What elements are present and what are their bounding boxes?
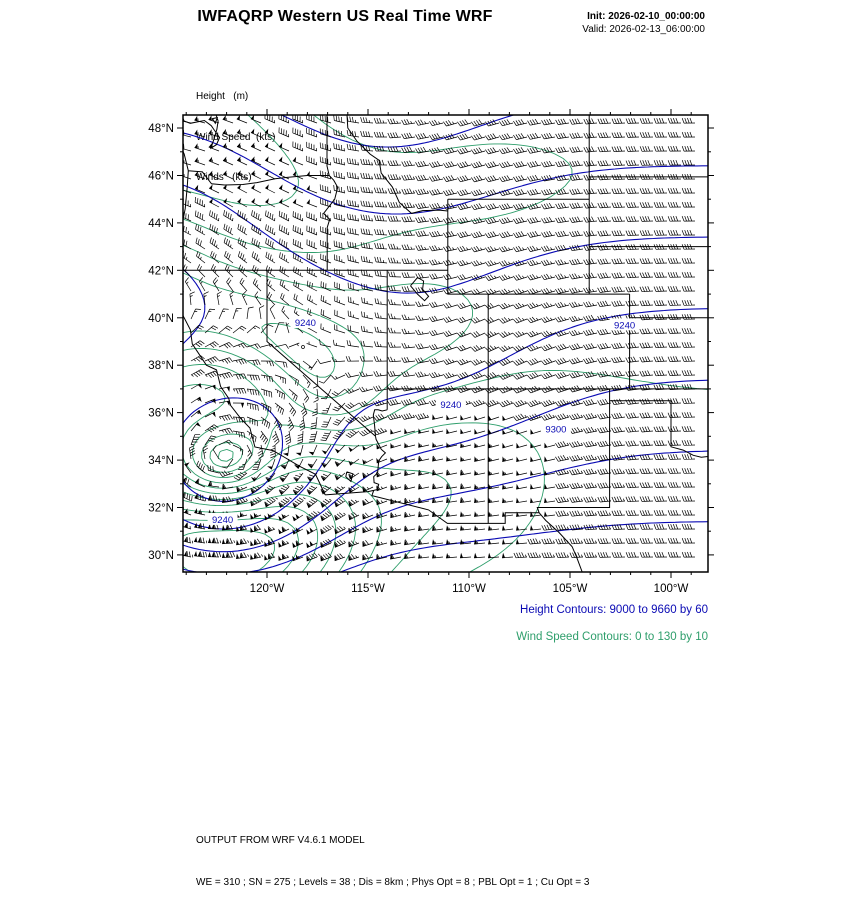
field-legend: Height (m) Wind Speed (kts) Winds (kts)	[196, 63, 275, 198]
wrf-map: 9240 9240 9300 9240 9240 48°N 46°N 44°N 42°N 40°N…	[148, 109, 714, 595]
wrf-plot-svg: 9240 9240 9300 9240 9240 48°N 46°N 44°N 42°N 40°N…	[148, 109, 714, 595]
wrf-figure-page: { "header": { "title": "IWFAQRP Western …	[148, 8, 714, 888]
svg-text:40°N: 40°N	[148, 313, 174, 325]
svg-text:46°N: 46°N	[148, 171, 174, 183]
height-contour-labels: 9240 9240 9300 9240 9240	[207, 316, 640, 526]
field-legend-windspeed: Wind Speed (kts)	[196, 131, 276, 143]
svg-text:48°N: 48°N	[148, 123, 174, 135]
wind-barb-pennants	[183, 115, 548, 562]
svg-text:44°N: 44°N	[148, 218, 174, 230]
svg-text:9300: 9300	[545, 425, 566, 436]
svg-text:9240: 9240	[295, 318, 316, 329]
svg-text:32°N: 32°N	[148, 503, 174, 515]
axis-tick-labels: 48°N 46°N 44°N 42°N 40°N 38°N 36°N 34°N 32°N 30°N…	[148, 123, 688, 595]
map-frame	[182, 114, 709, 573]
axis-ticks	[177, 109, 714, 578]
svg-text:34°N: 34°N	[148, 455, 174, 467]
timestamps: Init: 2026-02-10_00:00:00 Valid: 2026-02…	[582, 10, 705, 36]
svg-text:105°W: 105°W	[553, 583, 588, 595]
svg-text:120°W: 120°W	[250, 583, 285, 595]
svg-text:30°N: 30°N	[148, 550, 174, 562]
svg-text:36°N: 36°N	[148, 408, 174, 420]
footer-model-line: OUTPUT FROM WRF V4.6.1 MODEL	[196, 835, 365, 846]
wind-speed-contour-note: Wind Speed Contours: 0 to 130 by 10	[516, 631, 708, 643]
footer-config-line: WE = 310 ; SN = 275 ; Levels = 38 ; Dis …	[196, 877, 590, 888]
svg-text:100°W: 100°W	[654, 583, 689, 595]
height-contour-note: Height Contours: 9000 to 9660 by 60	[520, 604, 708, 616]
svg-text:38°N: 38°N	[148, 360, 174, 372]
svg-text:115°W: 115°W	[351, 583, 385, 595]
wind-barbs	[183, 115, 696, 562]
field-legend-winds: Winds (kts)	[196, 172, 252, 183]
svg-text:42°N: 42°N	[148, 265, 174, 277]
svg-text:110°W: 110°W	[452, 583, 486, 595]
valid-timestamp: Valid: 2026-02-13_06:00:00	[582, 24, 705, 35]
svg-text:9240: 9240	[440, 400, 461, 411]
svg-text:9240: 9240	[614, 320, 635, 331]
model-footer: OUTPUT FROM WRF V4.6.1 MODEL WE = 310 ; …	[196, 806, 589, 904]
svg-text:9240: 9240	[212, 515, 233, 526]
page-title: IWFAQRP Western US Real Time WRF	[197, 8, 493, 25]
init-timestamp: Init: 2026-02-10_00:00:00	[587, 11, 705, 22]
field-legend-height: Height (m)	[196, 91, 249, 102]
